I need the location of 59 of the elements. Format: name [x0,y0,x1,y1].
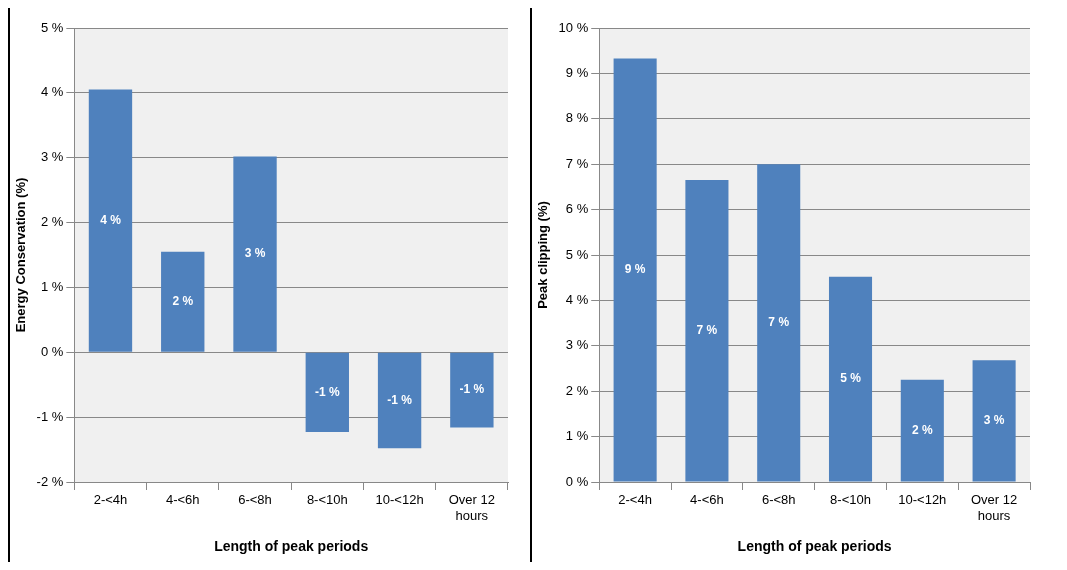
y-tick-label: 1 % [40,279,64,295]
bar [613,58,657,482]
y-tick-label: 3 % [565,337,589,353]
y-tick-label: 5 % [565,246,589,262]
y-tick-label: -2 % [36,473,64,489]
y-tick-label: 0 % [565,473,589,489]
bar [305,352,349,433]
y-tick-label: 9 % [565,64,589,80]
bar [450,352,494,428]
y-tick-label: 2 % [40,214,64,230]
y-tick-label: 4 % [565,291,589,307]
bar [233,156,277,352]
bar [972,360,1016,482]
data-label: -1 % [387,392,413,407]
bar [377,352,422,449]
x-tick-label: 10-<12h [898,492,947,508]
x-tick-label: 6-<8h [238,492,272,508]
data-label: 2 % [911,422,933,437]
y-tick-label: 3 % [40,149,64,165]
y-tick-label: 5 % [40,19,64,35]
y-axis-title: Peak clipping (%) [535,201,551,309]
x-tick-label: 4-<6h [690,492,724,508]
y-tick-label: 6 % [565,201,589,217]
bar [757,164,801,482]
data-label: 7 % [696,323,718,338]
bar [161,251,205,352]
data-label: 9 % [624,262,646,277]
y-tick-label: 2 % [565,382,589,398]
y-tick-label: 0 % [40,343,64,359]
x-tick-label: 8-<10h [306,492,348,508]
y-tick-label: 4 % [40,84,64,100]
bar [900,379,944,482]
y-axis-title: Energy Conservation (%) [13,177,29,333]
x-tick-label: Over 12 hours [970,492,1018,523]
x-tick-label: Over 12 hours [448,492,495,523]
x-tick-label: 8-<10h [830,492,871,508]
data-label: -1 % [314,384,340,399]
data-label: -1 % [459,382,485,397]
data-label: 2 % [172,294,194,309]
bar [88,89,133,352]
x-tick-label: 2-<4h [618,492,652,508]
x-tick-label: 4-<6h [165,492,200,508]
x-axis-title: Length of peak periods [737,538,892,555]
y-tick-label: 7 % [565,155,589,171]
data-label: 4 % [100,213,122,228]
data-label: 5 % [840,371,862,386]
bar [685,180,729,482]
x-axis-title: Length of peak periods [214,538,369,555]
bar [828,276,873,482]
y-tick-label: 10 % [558,19,589,35]
data-label: 7 % [768,315,790,330]
x-tick-label: 6-<8h [761,492,796,508]
data-label: 3 % [983,413,1005,428]
y-tick-label: 1 % [565,428,589,444]
y-tick-label: -1 % [36,408,64,424]
y-tick-label: 8 % [565,110,589,126]
x-tick-label: 2-<4h [93,492,128,508]
data-label: 3 % [244,246,266,261]
x-tick-label: 10-<12h [375,492,424,508]
